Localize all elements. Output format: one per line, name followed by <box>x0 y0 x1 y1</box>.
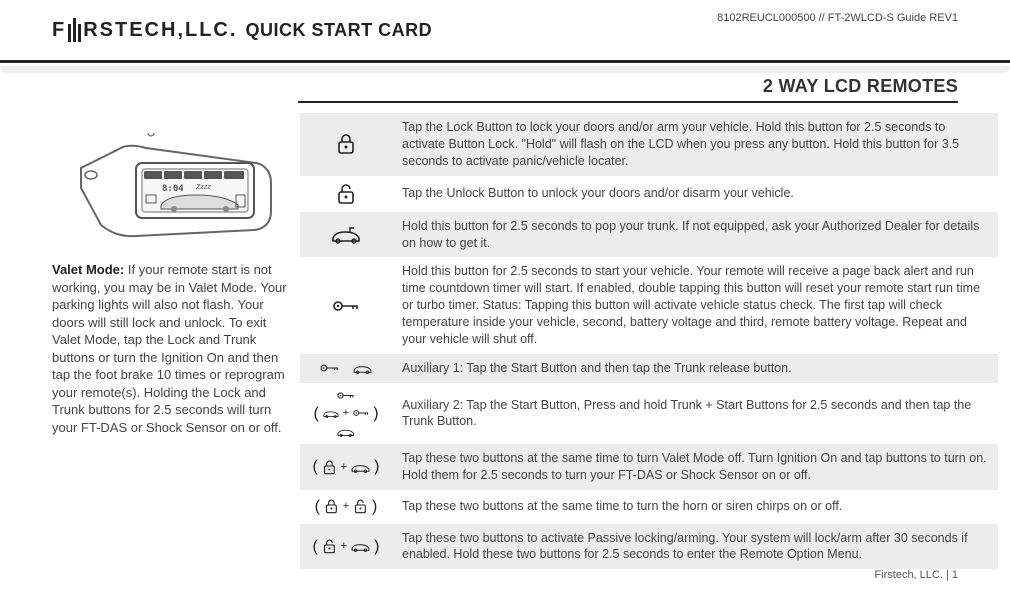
left-column: 8:04 Zzzz Valet Mode: If your remote sta… <box>52 113 290 569</box>
row-text: Tap these two buttons at the same time t… <box>396 490 998 524</box>
row-icon: (+) <box>300 383 396 445</box>
row-text: Tap the Lock Button to lock your doors a… <box>396 113 998 176</box>
row-icon <box>300 354 396 383</box>
valet-text: If your remote start is not working, you… <box>52 262 287 435</box>
logo-bars-icon <box>68 18 81 42</box>
svg-text:Zzzz: Zzzz <box>195 184 211 191</box>
brand-left: F <box>52 19 66 42</box>
doc-id: 8102REUCL000500 // FT-2WLCD-S Guide REV1 <box>717 12 958 24</box>
row-icon <box>300 257 396 353</box>
brand-logo: F RSTECH,LLC. <box>52 18 237 42</box>
remote-illustration: 8:04 Zzzz <box>66 133 276 243</box>
row-icon <box>300 113 396 176</box>
valet-mode-note: Valet Mode: If your remote start is not … <box>52 261 290 436</box>
quick-start-title: QUICK START CARD <box>245 20 432 41</box>
table-row: (+) Tap these two buttons to activate Pa… <box>300 524 998 570</box>
table-row: (+) Auxiliary 2: Tap the Start Button, P… <box>300 383 998 445</box>
row-text: Auxiliary 1: Tap the Start Button and th… <box>396 354 998 383</box>
row-text: Hold this button for 2.5 seconds to star… <box>396 257 998 353</box>
table-row: Tap the Unlock Button to unlock your doo… <box>300 176 998 212</box>
table-row: (+) Tap these two buttons at the same ti… <box>300 490 998 524</box>
row-text: Hold this button for 2.5 seconds to pop … <box>396 212 998 258</box>
row-text: Tap the Unlock Button to unlock your doo… <box>396 176 998 212</box>
table-row: Hold this button for 2.5 seconds to star… <box>300 257 998 353</box>
row-icon: (+) <box>300 444 396 490</box>
svg-text:8:04: 8:04 <box>162 184 184 194</box>
table-row: Tap the Lock Button to lock your doors a… <box>300 113 998 176</box>
footer: Firstech, LLC. | 1 <box>874 569 958 581</box>
row-text: Tap these two buttons at the same time t… <box>396 444 998 490</box>
header: F RSTECH,LLC. QUICK START CARD 8102REUCL… <box>0 0 1010 60</box>
right-column: Tap the Lock Button to lock your doors a… <box>300 113 998 569</box>
row-icon: (+) <box>300 490 396 524</box>
valet-label: Valet Mode: <box>52 262 124 277</box>
content: 8:04 Zzzz Valet Mode: If your remote sta… <box>0 113 1010 569</box>
header-rule <box>0 60 1010 80</box>
row-text: Auxiliary 2: Tap the Start Button, Press… <box>396 383 998 445</box>
row-icon: (+) <box>300 524 396 570</box>
brand-right: RSTECH,LLC. <box>83 19 237 42</box>
section-underline <box>298 101 958 103</box>
table-row: (+) Tap these two buttons at the same ti… <box>300 444 998 490</box>
row-icon <box>300 212 396 258</box>
table-row: Auxiliary 1: Tap the Start Button and th… <box>300 354 998 383</box>
row-icon <box>300 176 396 212</box>
table-row: Hold this button for 2.5 seconds to pop … <box>300 212 998 258</box>
function-table: Tap the Lock Button to lock your doors a… <box>300 113 998 569</box>
row-text: Tap these two buttons to activate Passiv… <box>396 524 998 570</box>
